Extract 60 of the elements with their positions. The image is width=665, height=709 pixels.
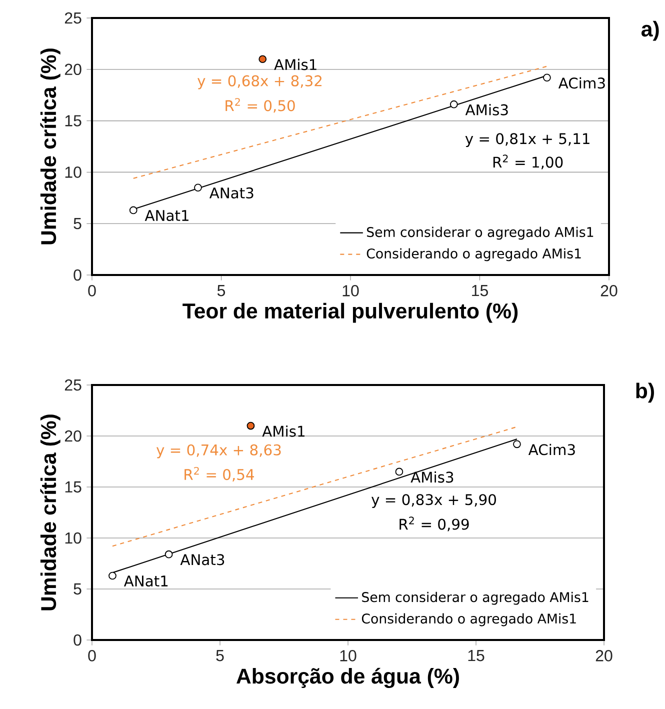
x-tick-label: 0 [88, 650, 96, 662]
annotation: ANat3 [180, 554, 224, 566]
annotation: AMis1 [274, 58, 316, 70]
point [450, 100, 458, 108]
x-tick-label: 20 [596, 650, 612, 662]
point [543, 74, 551, 82]
annotation: ANat3 [209, 187, 254, 199]
point [246, 422, 255, 430]
x-tick-label: 15 [472, 285, 488, 296]
y-axis-title: Umidade crítica (%) [40, 48, 60, 244]
legend-label: Considerando o agregado AMis1 [362, 613, 576, 626]
x-tick-label: 15 [468, 650, 484, 662]
x-tick-label: 5 [217, 285, 226, 296]
legend-label: Considerando o agregado AMis1 [366, 248, 581, 262]
annotation: ACim3 [558, 77, 605, 89]
x-tick-label: 5 [216, 650, 224, 662]
x-tick-label: 20 [600, 285, 618, 296]
point [258, 55, 267, 64]
y-tick-label: 15 [65, 481, 82, 493]
y-axis-title: Umidade crítica (%) [40, 414, 60, 610]
point [108, 572, 116, 580]
annotation: y = 0,74x + 8,63 [156, 444, 281, 458]
annotation: ANat1 [144, 210, 188, 222]
y-tick-label: 5 [74, 218, 82, 230]
text: a) [642, 20, 659, 41]
annotation: R$^{2}$ = 0,54 [184, 466, 254, 482]
y-tick-label: 10 [65, 532, 82, 544]
x-tick-label: 10 [340, 650, 356, 662]
annotation: R$^{2}$ = 0,99 [400, 516, 469, 532]
annotation: y = 0,81x + 5,11 [465, 133, 590, 148]
annotation: ACim3 [528, 444, 575, 456]
y-tick-label: 15 [65, 115, 82, 126]
annotation: R$^{2}$ = 1,00 [493, 154, 563, 170]
point [513, 440, 521, 448]
annotation: AMis3 [410, 471, 454, 483]
point [164, 550, 173, 558]
legend-label: Sem considerar o agregado AMis1 [366, 226, 594, 240]
y-tick-label: 0 [74, 634, 82, 646]
y-tick-label: 10 [65, 166, 82, 178]
legend-label: Sem considerar o agregado AMis1 [362, 592, 588, 605]
x-axis-title: Teor de material pulverulento (%) [182, 302, 518, 323]
annotation: R$^{2}$ = 0,50 [226, 98, 295, 113]
y-tick-label: 0 [74, 269, 82, 281]
annotation: ANat1 [124, 576, 168, 587]
annotation: y = 0,68x + 8,32 [198, 75, 322, 90]
y-tick-label: 5 [74, 583, 82, 595]
y-tick-label: 20 [64, 430, 82, 442]
x-tick-label: 10 [342, 285, 359, 296]
x-tick-label: 0 [88, 285, 96, 296]
y-tick-label: 20 [64, 64, 82, 76]
y-tick-label: 25 [64, 12, 82, 24]
point [395, 468, 404, 476]
y-tick-label: 25 [64, 379, 82, 391]
annotation: AMis1 [262, 425, 304, 437]
point [129, 206, 138, 214]
text: b) [636, 382, 654, 403]
point [194, 184, 202, 192]
annotation: y = 0,83x + 5,90 [372, 494, 496, 508]
x-axis-title: Absorção de água (%) [236, 668, 459, 688]
annotation: AMis3 [465, 104, 508, 116]
